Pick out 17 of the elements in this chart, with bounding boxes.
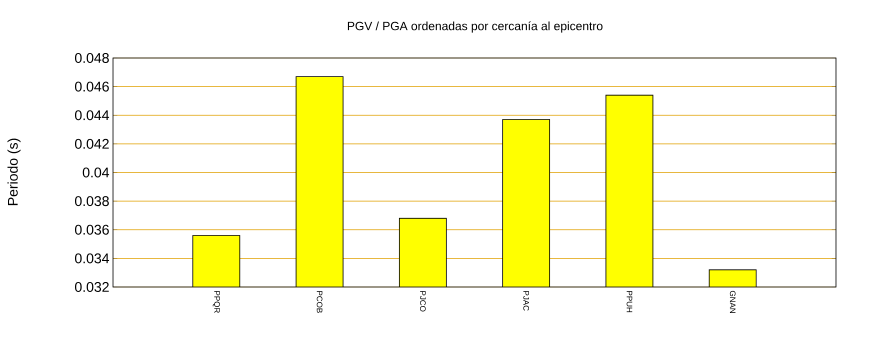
y-tick-label: 0.042 bbox=[74, 138, 109, 149]
x-tick-label: PPUH bbox=[626, 291, 632, 312]
y-tick-label: 0.036 bbox=[74, 224, 109, 235]
x-tick-label: PJAC bbox=[523, 291, 529, 311]
y-tick-label: 0.034 bbox=[74, 253, 110, 264]
y-tick-label: 0.048 bbox=[74, 53, 109, 63]
chart-title: PGV / PGA ordenadas por cercanía al epicentro bbox=[348, 21, 603, 33]
y-tick-label: 0.044 bbox=[74, 110, 110, 120]
x-tick-label: PJCO bbox=[420, 291, 426, 312]
x-tick-label: PPQR bbox=[212, 291, 220, 313]
x-tick-label: GNAN bbox=[730, 290, 736, 313]
y-tick-label: 0.032 bbox=[74, 282, 109, 292]
y-tick-label: 0.046 bbox=[74, 82, 109, 92]
y-axis-title: Periodo (s) bbox=[7, 138, 21, 206]
x-tick-label: PCOB bbox=[316, 291, 322, 313]
y-tick-label: 0.04 bbox=[82, 168, 110, 178]
y-tick-label: 0.038 bbox=[74, 196, 109, 206]
